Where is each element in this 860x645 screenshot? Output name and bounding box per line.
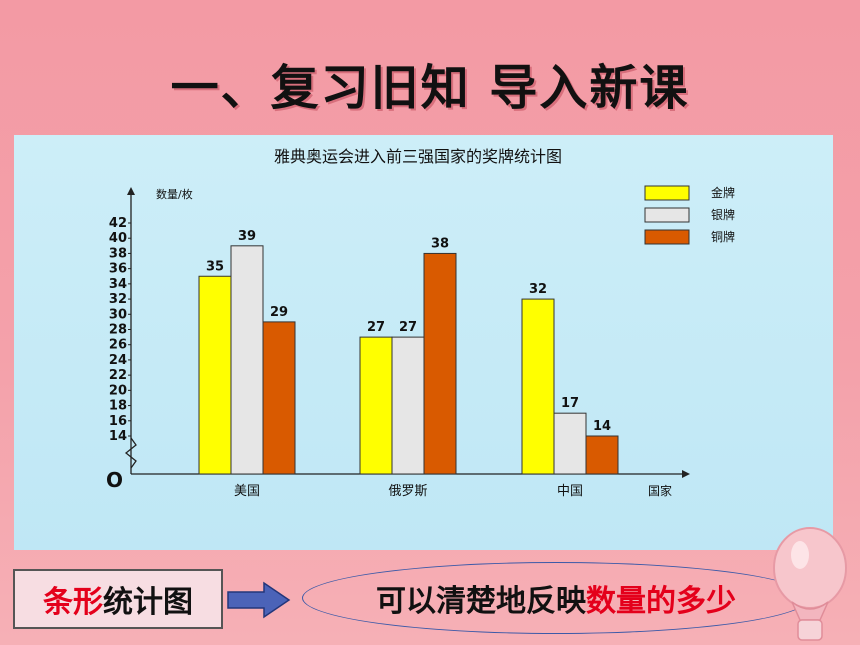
x-axis-label: 国家 [648, 483, 672, 498]
bar [359, 336, 393, 475]
data-label: 29 [270, 305, 288, 320]
y-tick-label: 42 [109, 216, 127, 231]
y-tick-label: 38 [109, 246, 127, 261]
term-highlight: 条形 [43, 585, 103, 620]
bar [423, 252, 457, 475]
legend-label: 金牌 [711, 185, 735, 200]
legend-swatch [644, 229, 690, 245]
bar-chart-term-box: 条形 统计图 [13, 569, 223, 629]
data-label: 38 [431, 236, 449, 251]
data-label: 27 [399, 320, 417, 335]
axis-break-mark [124, 437, 137, 469]
y-tick-label: 36 [109, 262, 127, 277]
legend-swatch [644, 185, 690, 201]
bar [553, 412, 587, 475]
balloon-decoration-icon [773, 527, 847, 641]
conclusion-oval: 可以清楚地反映 数量的多少 [302, 562, 810, 634]
x-tick-label: 美国 [234, 484, 260, 499]
data-label: 35 [206, 259, 224, 274]
y-tick-label: 34 [109, 277, 127, 292]
y-axis-label: 数量/枚 [156, 187, 193, 201]
y-tick-label: 26 [109, 338, 127, 353]
x-tick-label: 俄罗斯 [388, 484, 427, 499]
y-tick-label: 28 [109, 323, 127, 338]
legend-label: 银牌 [711, 208, 735, 222]
bar [521, 298, 555, 475]
legend-label: 铜牌 [711, 229, 735, 244]
right-arrow-icon [227, 581, 291, 619]
data-label: 17 [561, 396, 579, 411]
y-tick-label: 18 [109, 399, 127, 414]
conclusion-highlight: 数量的多少 [586, 584, 736, 619]
origin-label: O [106, 468, 123, 492]
chart-title: 雅典奥运会进入前三强国家的奖牌统计图 [274, 147, 562, 166]
data-label: 14 [593, 419, 611, 434]
y-tick-label: 30 [109, 307, 127, 322]
bars: 35 39 29 美国 27 27 38 俄罗斯 32 17 14 中国 [198, 229, 619, 499]
legend-swatch [644, 207, 690, 223]
bar [230, 245, 264, 475]
conclusion-text: 可以清楚地反映 [376, 584, 586, 619]
y-tick-label: 32 [109, 292, 127, 307]
data-label: 39 [238, 229, 256, 244]
y-tick-label: 20 [109, 383, 127, 398]
y-tick-label: 14 [109, 429, 127, 444]
y-tick-label: 40 [109, 231, 127, 246]
data-label: 27 [367, 320, 385, 335]
slide-title: 一、复习旧知 导入新课 [170, 60, 690, 116]
chart-panel: 雅典奥运会进入前三强国家的奖牌统计图 数量/枚 国家 O 14 16 18 20 22 2… [14, 135, 833, 550]
y-tick-label: 22 [109, 368, 127, 383]
x-tick-label: 中国 [557, 484, 583, 499]
bar-chart: 雅典奥运会进入前三强国家的奖牌统计图 数量/枚 国家 O 14161820222… [106, 147, 735, 499]
data-label: 32 [529, 282, 547, 297]
bar [585, 435, 619, 475]
bar [391, 336, 425, 475]
y-tick-label: 24 [109, 353, 127, 368]
y-tick-label: 16 [109, 414, 127, 429]
term-rest: 统计图 [103, 585, 193, 620]
bar [262, 321, 296, 475]
bar [198, 275, 232, 475]
